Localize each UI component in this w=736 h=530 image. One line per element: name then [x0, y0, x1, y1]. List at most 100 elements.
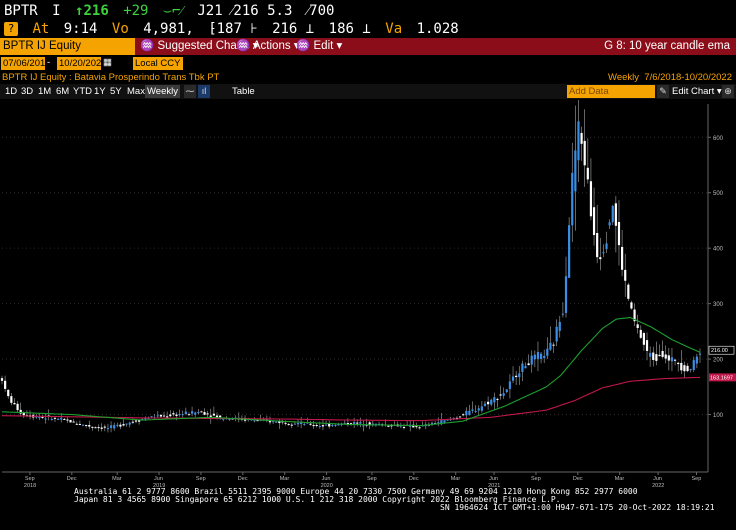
- candle-body: [624, 269, 627, 281]
- candle-body: [536, 352, 540, 359]
- candle-body: [268, 420, 272, 423]
- security-input[interactable]: BPTR IJ Equity: [0, 38, 135, 55]
- range-1d-button[interactable]: 1D: [5, 86, 18, 97]
- candle-body: [138, 420, 141, 422]
- candle-body: [109, 425, 113, 428]
- table-button[interactable]: Table: [232, 86, 255, 97]
- candle-body: [458, 416, 462, 418]
- candle-body: [194, 412, 197, 415]
- candle-body: [558, 321, 561, 331]
- candle-body: [652, 352, 655, 360]
- candle-body: [35, 416, 38, 418]
- currency-label: Local CCY: [135, 58, 181, 69]
- candle-body: [430, 422, 434, 424]
- line-chart-icon[interactable]: ⁓: [184, 85, 196, 98]
- edit-menu[interactable]: ♒ Edit ▾: [296, 38, 342, 55]
- candle-body: [574, 150, 577, 192]
- zoom-icon[interactable]: ⊕: [722, 85, 734, 98]
- candle-body: [589, 181, 593, 217]
- ticker-volume: 4,981,: [143, 21, 194, 37]
- candle-body: [586, 167, 589, 180]
- period-label: Weekly: [608, 72, 640, 83]
- candle-body: [22, 412, 25, 416]
- candle-body: [496, 398, 499, 400]
- candle-body: [197, 412, 200, 414]
- candle-body: [642, 333, 646, 345]
- currency-select[interactable]: Local CCY ▾: [133, 57, 183, 82]
- candle-body: [649, 352, 652, 357]
- actions-menu[interactable]: ♒ Actions ▾: [236, 38, 300, 55]
- candle-body: [41, 416, 44, 418]
- candle-body: [670, 357, 674, 362]
- range-max-button[interactable]: Max: [127, 86, 145, 97]
- candle-body: [78, 423, 82, 425]
- candle-body: [206, 413, 209, 415]
- candle-body: [487, 401, 490, 405]
- range-5y-button[interactable]: 5Y: [110, 86, 122, 97]
- candle-body: [539, 353, 543, 359]
- candle-body: [530, 355, 533, 365]
- x-year-label: 2019: [153, 483, 165, 488]
- x-tick-label: Mar: [615, 476, 625, 482]
- ticker-va-label: Va: [385, 21, 403, 37]
- candle-body: [113, 425, 116, 429]
- start-date-input[interactable]: 07/06/2018: [1, 57, 51, 70]
- candle-body: [125, 423, 128, 425]
- y-tick-label: 400: [713, 247, 724, 253]
- x-tick-label: Dec: [409, 476, 419, 482]
- candle-body: [275, 421, 278, 423]
- candle-body: [549, 342, 552, 350]
- candle-body: [465, 410, 468, 416]
- range-6m-button[interactable]: 6M: [56, 86, 70, 97]
- candle-body: [209, 415, 212, 418]
- candle-body: [499, 394, 502, 396]
- suggested-charts-menu[interactable]: ♒ Suggested Charts ▾: [140, 38, 259, 55]
- sparkline-icon: ⌣⌐⁄: [162, 3, 183, 19]
- range-3d-button[interactable]: 3D: [21, 86, 34, 97]
- candle-body: [462, 414, 465, 416]
- calendar-icon[interactable]: ▦: [103, 57, 112, 68]
- ticker-row-1: BPTR I ↑216 +29 ⌣⌐⁄ J21 ⁄216 5.3 ⁄700: [4, 2, 340, 20]
- candle-body: [290, 424, 293, 426]
- range-ytd-button[interactable]: YTD: [73, 86, 92, 97]
- price-chart[interactable]: 100 200 300 400 500 600 Sep Dec Mar Jun Sep Dec Mar…: [0, 100, 736, 488]
- ticker-symbol[interactable]: BPTR: [4, 3, 38, 19]
- candle-body: [203, 412, 206, 415]
- edit-chart-label: Edit Chart: [672, 86, 715, 97]
- bar-chart-icon[interactable]: ıl: [198, 85, 210, 98]
- candle-body: [63, 418, 66, 420]
- x-year-label: 2022: [652, 483, 664, 488]
- candle-body: [184, 411, 187, 415]
- candle-body: [677, 362, 680, 365]
- candle-body: [0, 378, 4, 381]
- edit-icon: ♒: [296, 40, 314, 52]
- candle-body: [144, 418, 147, 420]
- help-icon[interactable]: ?: [4, 22, 18, 36]
- candle-body: [655, 354, 658, 361]
- range-1y-button[interactable]: 1Y: [94, 86, 106, 97]
- edit-label: Edit: [313, 40, 334, 52]
- candle-body: [543, 356, 546, 359]
- x-tick-label: Mar: [280, 476, 290, 482]
- range-1m-button[interactable]: 1M: [38, 86, 52, 97]
- candle-body: [85, 424, 88, 426]
- x-tick-label: Mar: [112, 476, 122, 482]
- ticker-open: ⁅187 ⊦: [208, 21, 258, 37]
- end-date-input[interactable]: 10/20/2022: [57, 57, 107, 70]
- candle-body: [293, 423, 297, 425]
- candle-body: [19, 409, 22, 414]
- candle-body: [440, 420, 443, 425]
- candle-body: [490, 399, 493, 405]
- add-data-input[interactable]: Add Data: [567, 85, 655, 98]
- candle-body: [692, 360, 695, 370]
- candle-body: [518, 373, 521, 378]
- candle-body: [331, 425, 334, 427]
- period-select[interactable]: Weekly ▾: [145, 85, 180, 110]
- candle-body: [661, 350, 664, 357]
- edit-chart-button[interactable]: Edit Chart ▾: [670, 85, 724, 98]
- candle-body: [349, 423, 353, 425]
- candle-body: [66, 419, 69, 421]
- candle-body: [181, 414, 184, 416]
- candle-body: [50, 419, 53, 421]
- pencil-icon[interactable]: ✎: [657, 85, 669, 98]
